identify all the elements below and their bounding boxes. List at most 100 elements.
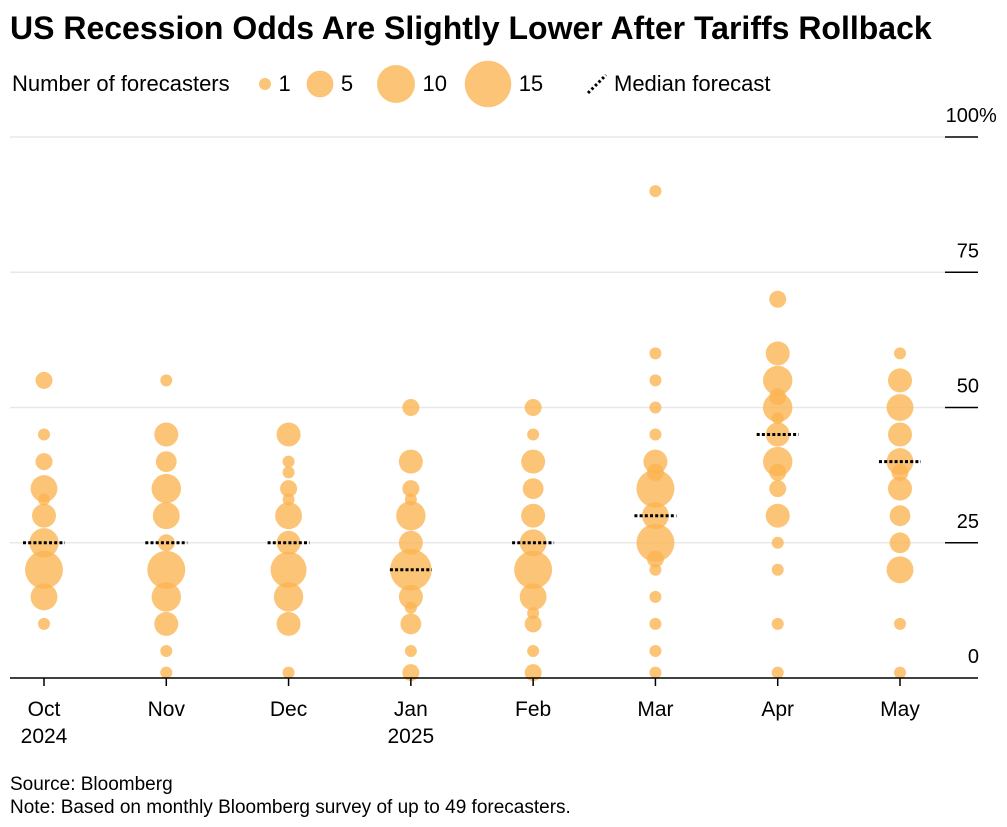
bubble-mar-35: [636, 469, 675, 508]
bubble-apr-20: [771, 563, 784, 576]
bubble-mar-25: [636, 523, 675, 562]
bubble-nov-35: [151, 473, 181, 504]
bubble-mar-10: [649, 617, 662, 630]
x-tick-label-nov: Nov: [148, 698, 186, 721]
x-tick-year-oct: 2024: [21, 725, 68, 748]
bubble-oct-15: [30, 583, 58, 611]
source-line: Source: Bloomberg: [10, 774, 173, 795]
legend-size-label-10: 10: [423, 71, 447, 96]
bubble-marks: [25, 185, 914, 682]
bubble-jan-1: [402, 664, 420, 682]
bubble-oct-30: [32, 503, 56, 528]
legend-bubble-15: [464, 60, 512, 108]
bubble-may-38: [891, 463, 909, 481]
bubble-feb-10: [524, 615, 542, 633]
legend-median-label: Median forecast: [614, 71, 771, 96]
y-tick-label-0: 0: [968, 646, 979, 668]
bubble-feb-1: [524, 664, 542, 682]
bubble-apr-10: [771, 617, 784, 630]
bubble-dec-38: [282, 466, 295, 479]
bubble-dec-15: [273, 582, 304, 612]
bubble-nov-45: [154, 422, 179, 447]
x-tick-label-dec: Dec: [270, 698, 307, 721]
bubble-jan-15: [398, 584, 423, 609]
bubble-dec-40: [282, 455, 295, 468]
legend-size-label-5: 5: [341, 71, 353, 96]
bubble-mar-1: [649, 666, 662, 679]
y-tick-label-75: 75: [957, 240, 979, 262]
bubble-apr-60: [765, 341, 790, 366]
y-unit-label: %: [979, 105, 997, 127]
bubble-dec-45: [276, 422, 301, 447]
bubble-jan-35: [402, 480, 420, 498]
bubble-oct-45: [38, 428, 50, 441]
bubble-mar-55: [649, 374, 662, 387]
bubble-jan-30: [396, 501, 426, 531]
bubble-may-50: [886, 394, 914, 421]
bubble-dec-33: [282, 493, 295, 506]
bubble-feb-15: [519, 583, 547, 611]
median-lines: [23, 433, 921, 572]
bubble-mar-90: [649, 185, 662, 198]
bubble-feb-45: [527, 428, 540, 441]
bubble-feb-35: [522, 478, 544, 499]
bubble-jan-13: [404, 601, 417, 614]
bubble-dec-35: [280, 480, 298, 498]
bubble-may-1: [894, 666, 906, 679]
gridlines: [10, 136, 945, 544]
bubble-dec-20: [270, 551, 307, 588]
axes: 0 25 50 75 100 % Oct 2024 Nov Dec Jan 2025 Feb Mar Apr…: [10, 105, 997, 748]
x-tick-label-mar: Mar: [637, 698, 673, 721]
bubble-apr-30: [765, 503, 790, 528]
bubble-feb-5: [527, 645, 540, 657]
bubble-jan-10: [400, 613, 422, 635]
bubble-oct-10: [38, 617, 50, 630]
legend-size-title: Number of forecasters: [12, 71, 230, 96]
bubble-mar-20: [649, 563, 662, 576]
bubble-apr-55: [763, 365, 793, 396]
bubble-may-60: [894, 347, 906, 360]
legend-bubble-10: [377, 65, 415, 103]
bubble-apr-70: [769, 290, 787, 308]
x-tick-label-may: May: [880, 698, 920, 721]
bubble-feb-40: [521, 449, 546, 474]
legend-size-label-1: 1: [279, 71, 291, 96]
y-tick-label-25: 25: [957, 511, 979, 533]
bubble-nov-55: [160, 374, 173, 387]
bubble-mar-50: [649, 401, 662, 414]
bubble-feb-20: [514, 550, 553, 589]
bubble-apr-35: [769, 480, 787, 498]
legend-bubble-1: [259, 78, 271, 90]
x-tick-year-jan: 2025: [387, 725, 434, 748]
bubble-feb-30: [521, 503, 546, 528]
legend-bubble-5: [306, 70, 334, 98]
bubble-jan-40: [398, 449, 423, 474]
bubble-dec-1: [282, 666, 295, 679]
bubble-mar-5: [649, 645, 662, 657]
bubble-nov-20: [147, 550, 186, 589]
bubble-nov-10: [154, 611, 179, 636]
bubble-nov-40: [155, 451, 177, 472]
bubble-may-45: [888, 422, 912, 447]
bubble-mar-15: [649, 590, 662, 603]
x-tick-label-oct: Oct: [28, 698, 61, 721]
bubble-may-10: [894, 617, 906, 630]
y-tick-label-50: 50: [957, 376, 979, 398]
bubble-oct-33: [38, 493, 50, 506]
bubble-may-20: [886, 556, 914, 584]
bubble-jan-25: [398, 530, 423, 555]
bubble-apr-25: [771, 536, 784, 549]
bubble-nov-15: [151, 582, 181, 612]
bubble-mar-60: [649, 347, 662, 360]
x-tick-label-jan: Jan: [394, 698, 428, 721]
y-tick-label-100: 100: [946, 105, 979, 127]
legend-size-label-15: 15: [519, 71, 543, 96]
x-tick-label-apr: Apr: [761, 698, 794, 721]
legend-size-keys: 1 5 10 15: [259, 60, 543, 108]
bubble-mar-22: [646, 550, 664, 568]
bubble-jan-5: [404, 645, 417, 657]
bubble-may-35: [888, 476, 912, 501]
bubble-dec-30: [275, 502, 302, 530]
bubble-apr-38: [769, 463, 787, 481]
note-line: Note: Based on monthly Bloomberg survey …: [10, 797, 571, 818]
